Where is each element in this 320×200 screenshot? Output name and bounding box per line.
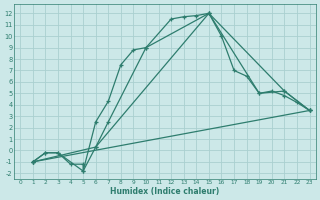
- X-axis label: Humidex (Indice chaleur): Humidex (Indice chaleur): [110, 187, 220, 196]
